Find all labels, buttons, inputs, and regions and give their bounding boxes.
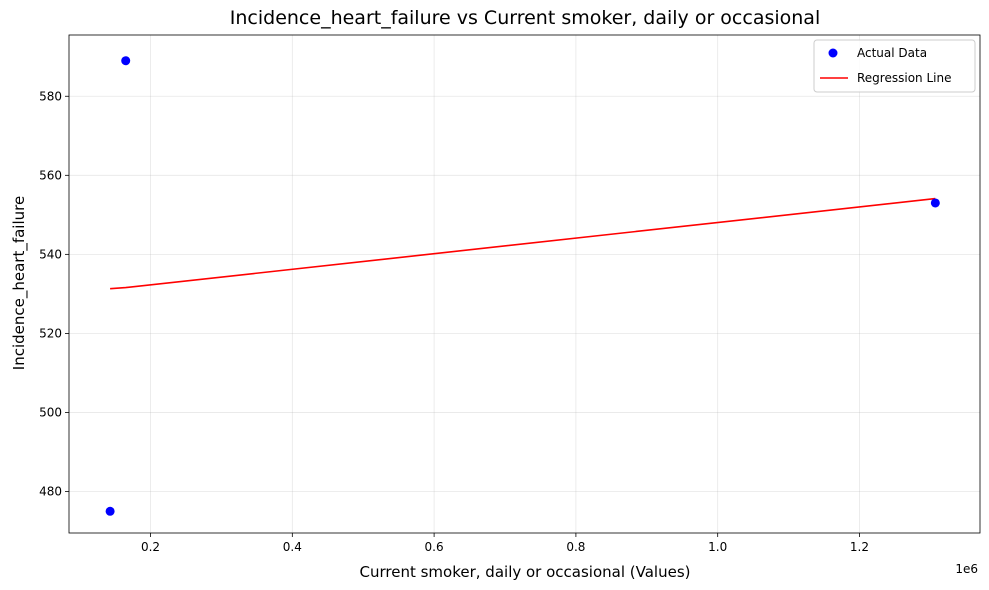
x-axis: 0.2 0.4 0.6 0.8 1.0 1.2 xyxy=(141,533,869,554)
y-axis-label: Incidence_heart_failure xyxy=(10,196,29,370)
x-tick-label: 1.2 xyxy=(850,540,869,554)
x-axis-offset-label: 1e6 xyxy=(955,562,978,576)
legend-label-actual-data: Actual Data xyxy=(857,46,927,60)
x-tick-label: 1.0 xyxy=(708,540,727,554)
x-tick-label: 0.4 xyxy=(283,540,302,554)
y-tick-label: 480 xyxy=(39,485,62,499)
data-point xyxy=(930,198,940,208)
series-layer xyxy=(105,56,940,516)
legend-box xyxy=(813,39,976,93)
data-point xyxy=(121,56,131,66)
legend: Actual Data Regression Line xyxy=(813,39,976,93)
x-axis-label: Current smoker, daily or occasional (Val… xyxy=(360,563,691,581)
y-tick-label: 580 xyxy=(39,89,62,103)
plot-frame xyxy=(68,34,981,534)
grid xyxy=(69,35,980,533)
y-tick-label: 500 xyxy=(39,405,62,419)
y-tick-label: 520 xyxy=(39,326,62,340)
y-axis: 480 500 520 540 560 580 xyxy=(39,89,69,499)
x-tick-label: 0.6 xyxy=(425,540,444,554)
legend-marker-actual-data xyxy=(828,48,838,58)
data-point xyxy=(105,506,115,516)
x-tick-label: 0.8 xyxy=(566,540,585,554)
plot-area xyxy=(68,34,981,534)
y-tick-label: 560 xyxy=(39,168,62,182)
legend-label-regression-line: Regression Line xyxy=(857,71,951,85)
chart-title: Incidence_heart_failure vs Current smoke… xyxy=(230,7,820,29)
x-tick-label: 0.2 xyxy=(141,540,160,554)
regression-line xyxy=(110,197,936,290)
y-tick-label: 540 xyxy=(39,247,62,261)
